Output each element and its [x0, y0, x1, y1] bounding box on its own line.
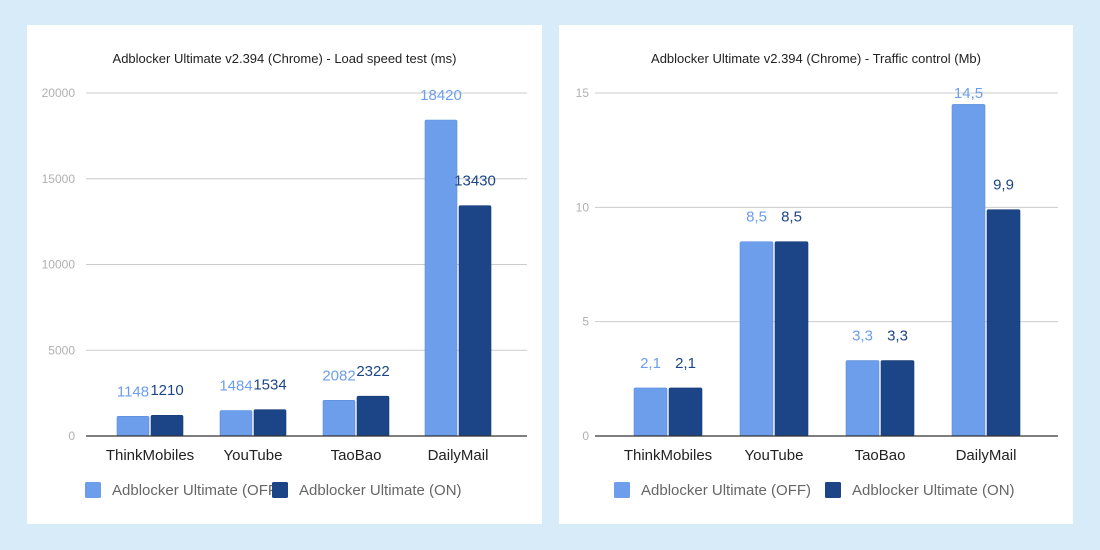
y-tick-label: 10000 [42, 258, 76, 272]
y-tick-label: 15000 [42, 172, 76, 186]
category-label: YouTube [745, 447, 804, 464]
bar-on [880, 360, 915, 437]
chart-title: Adblocker Ultimate v2.394 (Chrome) - Loa… [113, 51, 457, 66]
category-label: DailyMail [956, 447, 1017, 464]
legend-swatch-on [272, 482, 288, 498]
bar-on [253, 409, 287, 437]
bar-off [424, 119, 458, 437]
data-label: 1148 [117, 383, 149, 400]
data-label: 8,5 [746, 209, 767, 226]
data-label: 1534 [253, 377, 286, 394]
y-tick-label: 15 [576, 86, 590, 100]
category-label: YouTube [224, 447, 283, 464]
bar-on [986, 209, 1021, 437]
category-label: ThinkMobiles [624, 447, 712, 464]
y-tick-label: 0 [68, 429, 75, 443]
bar-on [774, 241, 809, 437]
data-label: 3,3 [852, 328, 873, 345]
traffic-control-chart-panel: Adblocker Ultimate v2.394 (Chrome) - Tra… [559, 25, 1073, 524]
y-tick-label: 0 [582, 429, 589, 443]
y-tick-label: 5000 [48, 343, 75, 357]
data-label: 18420 [420, 87, 462, 104]
data-label: 1210 [150, 382, 183, 399]
data-label: 2,1 [675, 355, 696, 372]
chart-title: Adblocker Ultimate v2.394 (Chrome) - Tra… [651, 51, 981, 66]
bar-off [633, 387, 668, 437]
load-speed-chart: Adblocker Ultimate v2.394 (Chrome) - Loa… [42, 51, 527, 499]
bar-off [739, 241, 774, 437]
data-label: 13430 [454, 173, 496, 190]
data-label: 14,5 [954, 85, 983, 102]
data-label: 2,1 [640, 355, 661, 372]
data-label: 1484 [219, 378, 252, 395]
category-label: ThinkMobiles [106, 447, 194, 464]
legend-label: Adblocker Ultimate (OFF) [112, 482, 282, 499]
bar-off [845, 360, 880, 437]
bar-on [458, 205, 492, 437]
bar-off [322, 399, 356, 437]
legend-label: Adblocker Ultimate (ON) [299, 482, 462, 499]
data-label: 2082 [322, 367, 355, 384]
data-label: 2322 [356, 363, 389, 380]
y-tick-label: 10 [576, 200, 590, 214]
data-label: 9,9 [993, 177, 1014, 194]
category-label: TaoBao [855, 447, 906, 464]
bar-on [356, 395, 390, 437]
traffic-control-chart: Adblocker Ultimate v2.394 (Chrome) - Tra… [576, 51, 1058, 499]
bar-off [219, 410, 253, 437]
bar-off [116, 416, 150, 437]
bar-on [150, 414, 184, 437]
legend-label: Adblocker Ultimate (OFF) [641, 482, 811, 499]
load-speed-chart-panel: Adblocker Ultimate v2.394 (Chrome) - Loa… [27, 25, 542, 524]
bar-on [668, 387, 703, 437]
bar-off [951, 104, 986, 437]
y-tick-label: 20000 [42, 86, 76, 100]
data-label: 8,5 [781, 209, 802, 226]
legend-swatch-off [614, 482, 630, 498]
category-label: TaoBao [331, 447, 382, 464]
legend-label: Adblocker Ultimate (ON) [852, 482, 1015, 499]
data-label: 3,3 [887, 328, 908, 345]
y-tick-label: 5 [582, 315, 589, 329]
legend-swatch-on [825, 482, 841, 498]
legend-swatch-off [85, 482, 101, 498]
category-label: DailyMail [428, 447, 489, 464]
